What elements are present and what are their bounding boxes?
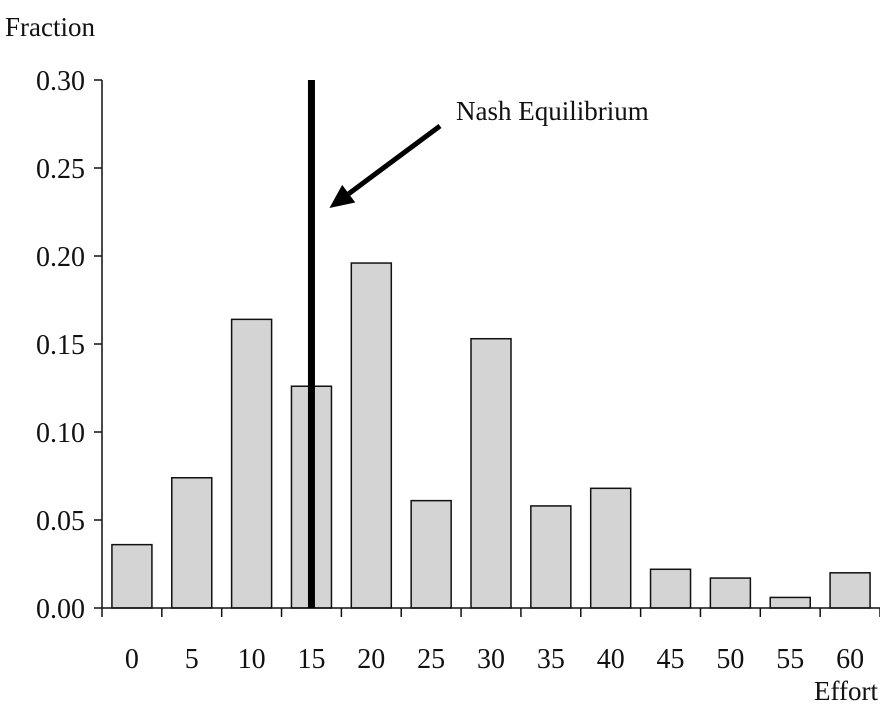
x-tick-label: 60 — [836, 644, 864, 675]
bar-25 — [410, 499, 452, 609]
arrow-shaft — [347, 123, 442, 196]
x-tick-label: 45 — [657, 644, 685, 675]
x-tick-label: 25 — [417, 644, 445, 675]
bar-5 — [171, 477, 213, 609]
bar-35 — [530, 505, 572, 609]
x-tick-label: 10 — [238, 644, 266, 675]
nash-equilibrium-label: Nash Equilibrium — [456, 96, 649, 126]
bar-50 — [709, 577, 752, 609]
y-tick-label: 0.15 — [36, 330, 85, 361]
bars-layer — [111, 262, 871, 609]
x-tick-label: 35 — [537, 644, 565, 675]
y-ticks-layer: 0.00 0.05 0.10 0.15 0.20 0.25 0.30 — [36, 66, 102, 625]
y-tick-label: 0.00 — [36, 594, 85, 625]
x-tick-label: 20 — [357, 644, 385, 675]
bar-55 — [769, 596, 811, 609]
x-tick-label: 40 — [597, 644, 625, 675]
bar-0 — [111, 543, 153, 609]
x-tick-label: 50 — [716, 644, 744, 675]
x-tick-label: 55 — [776, 644, 804, 675]
x-tick-label: 5 — [185, 644, 199, 675]
bar-30 — [470, 337, 512, 609]
bar-40 — [589, 487, 632, 609]
bar-60 — [829, 572, 871, 609]
y-axis-title: Fraction — [5, 12, 95, 42]
x-tick-label: 0 — [125, 644, 139, 675]
bar-10 — [230, 318, 273, 609]
y-tick-label: 0.10 — [36, 418, 85, 449]
arrowhead-icon — [329, 184, 356, 208]
y-tick-label: 0.25 — [36, 154, 85, 185]
x-tick-label: 15 — [297, 644, 325, 675]
y-tick-label: 0.20 — [36, 242, 85, 273]
y-tick-label: 0.05 — [36, 506, 85, 537]
x-axis-title: Effort — [814, 676, 878, 704]
bar-20 — [350, 262, 393, 609]
nash-equilibrium-arrow — [329, 123, 442, 208]
x-tick-label: 30 — [477, 644, 505, 675]
bar-45 — [649, 568, 692, 609]
y-tick-label: 0.30 — [36, 66, 85, 97]
x-ticks-layer: 0 5 10 15 20 25 30 35 40 45 50 55 60 — [101, 608, 880, 675]
